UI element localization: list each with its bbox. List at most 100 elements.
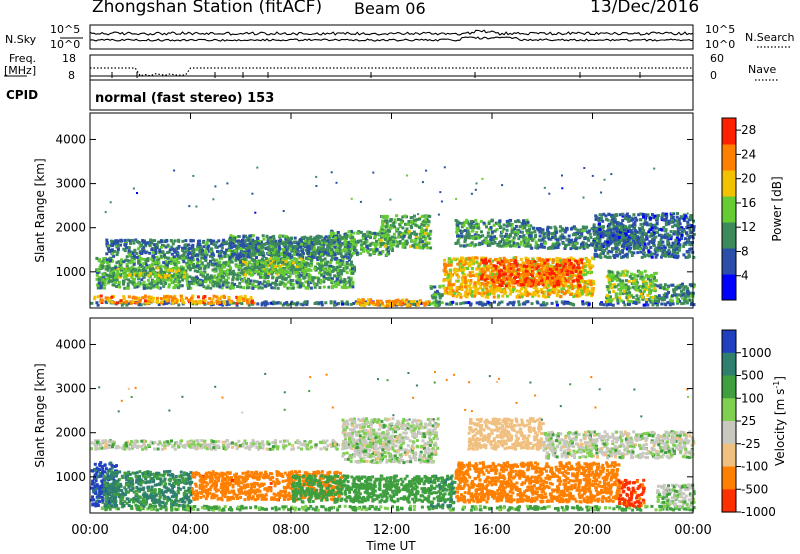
power-cell bbox=[95, 271, 99, 275]
power-cell bbox=[502, 270, 506, 274]
power-cell bbox=[124, 275, 128, 279]
power-cell bbox=[557, 275, 561, 279]
power-cell bbox=[474, 291, 478, 294]
power-cell bbox=[222, 300, 226, 304]
power-cell bbox=[502, 272, 505, 276]
power-cell bbox=[585, 301, 589, 305]
power-cell bbox=[671, 302, 675, 306]
power-cell bbox=[526, 257, 530, 261]
power-cell bbox=[181, 298, 185, 302]
power-cell bbox=[123, 270, 127, 274]
power-cell bbox=[133, 250, 137, 254]
power-cell bbox=[248, 242, 252, 246]
power-cell bbox=[413, 303, 417, 307]
power-cell bbox=[302, 284, 305, 288]
power-cell bbox=[645, 300, 648, 304]
power-cell bbox=[243, 273, 247, 277]
power-cell bbox=[269, 247, 273, 251]
power-cell bbox=[125, 274, 129, 278]
power-cell bbox=[345, 243, 349, 247]
power-cell bbox=[333, 303, 336, 307]
power-cell bbox=[310, 240, 314, 244]
power-cell bbox=[448, 268, 452, 272]
power-cell bbox=[137, 284, 141, 288]
power-cell bbox=[481, 303, 485, 307]
power-cell bbox=[586, 292, 590, 296]
power-cell bbox=[323, 271, 327, 274]
power-cell bbox=[349, 243, 353, 247]
power-cell bbox=[545, 286, 549, 289]
power-cell bbox=[107, 297, 111, 301]
power-cell bbox=[550, 276, 554, 280]
power-cell bbox=[349, 302, 353, 306]
power-cell bbox=[581, 278, 584, 281]
power-cell bbox=[577, 274, 581, 278]
power-cell bbox=[317, 277, 321, 281]
power-cell bbox=[322, 275, 326, 279]
power-cell bbox=[286, 286, 290, 290]
power-cell bbox=[369, 301, 372, 305]
power-cell bbox=[295, 259, 298, 263]
power-cell bbox=[204, 275, 208, 279]
power-cell bbox=[159, 297, 163, 300]
power-cell bbox=[471, 220, 475, 224]
power-cell bbox=[362, 249, 365, 253]
power-cell bbox=[333, 245, 337, 249]
power-cell bbox=[491, 269, 495, 273]
power-cell bbox=[485, 268, 489, 272]
power-cell bbox=[404, 230, 408, 234]
power-cell bbox=[226, 281, 230, 285]
power-cell bbox=[201, 240, 205, 244]
power-cell bbox=[301, 247, 305, 251]
power-cell bbox=[142, 275, 146, 279]
power-cell bbox=[477, 274, 481, 278]
power-cell bbox=[369, 248, 373, 252]
power-cell bbox=[175, 267, 179, 271]
power-cell bbox=[226, 262, 230, 266]
power-cell bbox=[295, 279, 299, 283]
power-cell bbox=[366, 301, 370, 305]
power-cell bbox=[492, 281, 496, 284]
power-cell bbox=[204, 264, 208, 268]
power-cell bbox=[423, 238, 427, 242]
power-cell bbox=[151, 262, 154, 266]
power-cell bbox=[271, 248, 275, 252]
power-cell bbox=[417, 236, 421, 240]
power-cell bbox=[282, 243, 286, 247]
power-cell bbox=[177, 271, 181, 274]
power-cell bbox=[457, 241, 461, 245]
power-cell bbox=[127, 259, 131, 263]
power-cell bbox=[239, 285, 243, 289]
power-cell bbox=[106, 264, 110, 268]
power-cell bbox=[145, 286, 148, 290]
power-cell bbox=[150, 299, 154, 302]
power-cell bbox=[543, 303, 547, 307]
power-cell bbox=[386, 301, 390, 305]
power-cell bbox=[421, 233, 425, 237]
power-cell bbox=[392, 243, 396, 247]
power-cell bbox=[258, 266, 262, 270]
power-cell bbox=[110, 242, 114, 246]
power-cell bbox=[112, 254, 116, 258]
power-cell bbox=[330, 277, 334, 281]
power-cell bbox=[408, 304, 412, 308]
power-cell bbox=[510, 279, 514, 283]
power-cell bbox=[462, 301, 465, 305]
power-cell bbox=[569, 256, 573, 260]
power-cell bbox=[486, 293, 489, 297]
power-cell bbox=[319, 278, 323, 282]
power-cell bbox=[378, 240, 382, 244]
power-cell bbox=[258, 275, 262, 279]
power-cell bbox=[299, 273, 303, 277]
power-cell bbox=[387, 250, 390, 254]
power-cell bbox=[96, 295, 100, 299]
power-cell bbox=[142, 284, 146, 287]
power-cell bbox=[133, 248, 137, 252]
power-cell bbox=[191, 239, 195, 243]
power-cell bbox=[412, 299, 416, 303]
power-cell bbox=[109, 259, 112, 263]
power-cell bbox=[170, 260, 174, 264]
power-cell bbox=[585, 257, 589, 261]
power-cell bbox=[389, 224, 393, 228]
power-cell bbox=[457, 275, 461, 279]
